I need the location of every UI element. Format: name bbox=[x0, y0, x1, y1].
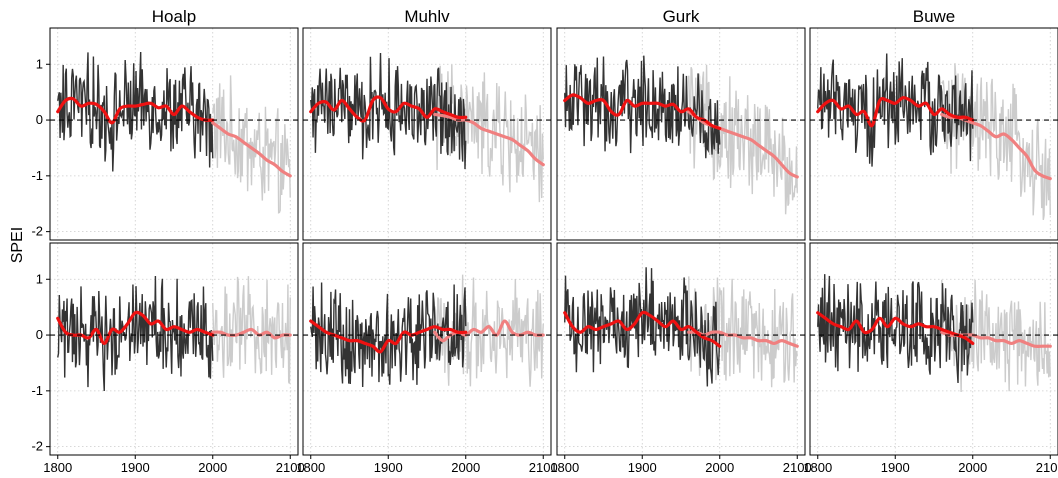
y-axis-title: SPEI bbox=[9, 227, 26, 263]
x-tick-label: 2100 bbox=[529, 460, 558, 475]
y-tick-label: -2 bbox=[31, 439, 43, 454]
x-tick-label: 1900 bbox=[121, 460, 150, 475]
projection-annual-series bbox=[941, 63, 1051, 220]
facet-title-hoalp: Hoalp bbox=[152, 7, 196, 26]
x-tick-label: 2000 bbox=[958, 460, 987, 475]
y-tick-label: 1 bbox=[36, 271, 43, 286]
x-tick-label: 2100 bbox=[276, 460, 305, 475]
panel-muhlv-row2: 1800 1900 2000 2100 bbox=[296, 242, 558, 475]
x-tick-label: 2000 bbox=[705, 460, 734, 475]
observed-annual-series bbox=[564, 267, 721, 387]
observed-smoothed-line bbox=[309, 319, 468, 354]
panel-buwe-row1 bbox=[809, 27, 1058, 241]
y-tick-label: 0 bbox=[36, 112, 43, 127]
projection-smoothed-line bbox=[687, 330, 799, 348]
observed-annual-series bbox=[310, 53, 467, 170]
panel-buwe-row2: 1800 1900 2000 2100 bbox=[803, 242, 1058, 475]
projection-annual-series bbox=[212, 75, 291, 214]
projection-smoothed-line bbox=[211, 121, 292, 178]
projection-annual-series bbox=[434, 64, 544, 203]
observed-annual-series bbox=[817, 274, 974, 384]
facet-title-buwe: Buwe bbox=[913, 7, 956, 26]
panel-frame bbox=[809, 27, 1058, 241]
observed-smoothed-line bbox=[309, 95, 468, 123]
x-tick-label: 1900 bbox=[374, 460, 403, 475]
panel-frame bbox=[556, 27, 806, 241]
observed-smoothed-line bbox=[816, 96, 975, 128]
x-tick-label: 1900 bbox=[628, 460, 657, 475]
y-tick-label: 0 bbox=[36, 327, 43, 342]
facet-title-gurk: Gurk bbox=[663, 7, 700, 26]
y-tick-label: 1 bbox=[36, 56, 43, 71]
panel-gurk-row2: 1800 1900 2000 2100 bbox=[550, 242, 812, 475]
observed-smoothed-line bbox=[56, 310, 215, 346]
facet-title-muhlv: Muhlv bbox=[404, 7, 450, 26]
y-tick-label: -2 bbox=[31, 224, 43, 239]
observed-smoothed-line bbox=[563, 93, 722, 131]
observed-smoothed-line bbox=[816, 311, 975, 346]
panel-frame bbox=[49, 27, 299, 241]
panel-frame bbox=[809, 242, 1058, 456]
x-tick-label: 2000 bbox=[451, 460, 480, 475]
y-tick-label: -1 bbox=[31, 168, 43, 183]
panel-frame bbox=[556, 242, 806, 456]
y-tick-label: -1 bbox=[31, 383, 43, 398]
projection-smoothed-line bbox=[211, 327, 292, 340]
projection-smoothed-line bbox=[687, 110, 799, 179]
panel-frame bbox=[302, 242, 552, 456]
x-tick-label: 2100 bbox=[1036, 460, 1058, 475]
projection-smoothed-line bbox=[433, 112, 545, 167]
panel-frame bbox=[302, 27, 552, 241]
x-tick-label: 2000 bbox=[198, 460, 227, 475]
projection-annual-series bbox=[688, 64, 798, 215]
facet-grid: Hoalp Muhlv Gurk Buwe -2 -1 0 1 -2 -1 0 1 1800 1900 20… bbox=[31, 7, 1058, 475]
projection-smoothed-line bbox=[433, 319, 545, 343]
panel-hoalp-row2: -2 -1 0 1 1800 1900 2000 2100 bbox=[31, 242, 305, 475]
observed-annual-series bbox=[817, 53, 974, 167]
x-tick-label: 1800 bbox=[550, 460, 579, 475]
observed-smoothed-line bbox=[56, 96, 215, 125]
panel-hoalp-row1: -2 -1 0 1 bbox=[31, 27, 299, 241]
panel-muhlv-row1 bbox=[302, 27, 552, 241]
x-tick-label: 1800 bbox=[43, 460, 72, 475]
observed-smoothed-line bbox=[563, 310, 722, 348]
x-tick-label: 1900 bbox=[881, 460, 910, 475]
panel-gurk-row1 bbox=[556, 27, 806, 241]
x-tick-label: 1800 bbox=[296, 460, 325, 475]
x-tick-label: 1800 bbox=[803, 460, 832, 475]
panel-frame bbox=[49, 242, 299, 456]
x-tick-label: 2100 bbox=[783, 460, 812, 475]
